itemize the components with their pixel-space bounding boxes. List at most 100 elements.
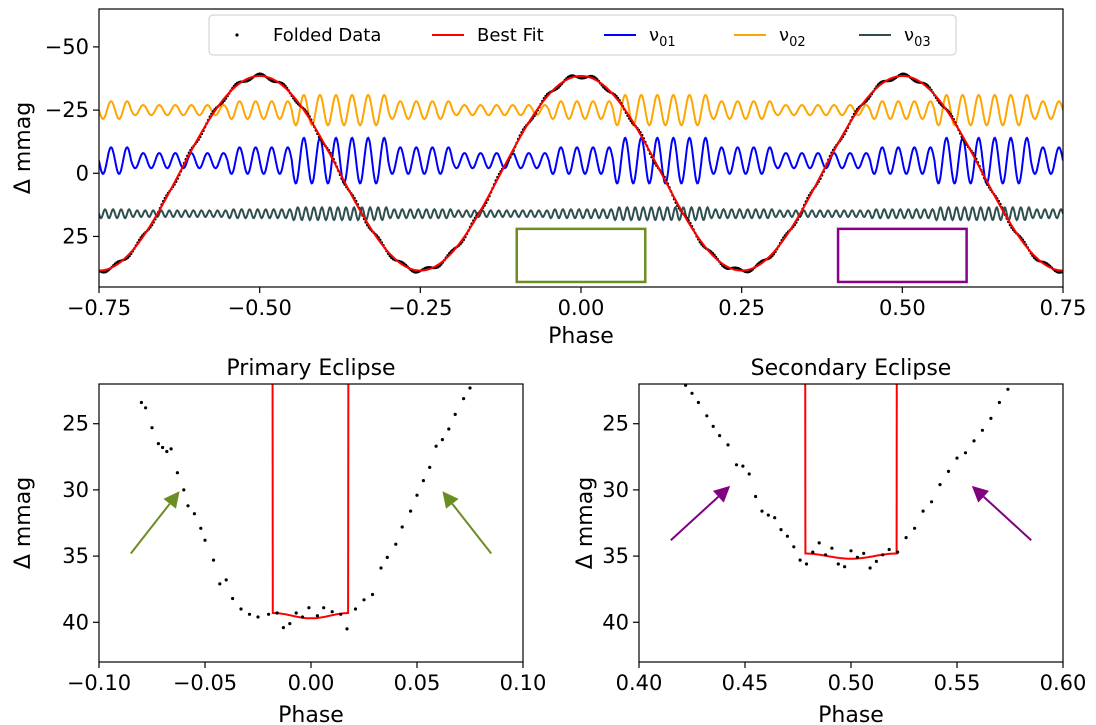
data-point bbox=[684, 384, 688, 387]
data-point bbox=[690, 391, 694, 395]
data-point bbox=[144, 406, 148, 410]
x-tick-label: 0.50 bbox=[828, 671, 875, 695]
arrow-head-1 bbox=[442, 491, 459, 509]
data-point bbox=[930, 500, 934, 504]
secondary-eclipse-title: Secondary Eclipse bbox=[751, 356, 952, 381]
best-fit-line bbox=[99, 75, 1063, 272]
data-point bbox=[421, 479, 425, 483]
data-point bbox=[428, 465, 432, 469]
x-tick-label: 0.60 bbox=[1040, 671, 1087, 695]
data-point bbox=[322, 606, 326, 610]
x-tick-label: 0.00 bbox=[558, 296, 605, 320]
data-point bbox=[824, 553, 828, 557]
data-point bbox=[275, 611, 279, 615]
data-point bbox=[741, 464, 745, 468]
y-tick-label: −50 bbox=[45, 35, 89, 59]
data-point bbox=[330, 610, 334, 614]
data-point bbox=[434, 444, 438, 448]
primary-eclipse-box bbox=[515, 227, 647, 284]
x-tick-label: 0.50 bbox=[879, 296, 926, 320]
data-point bbox=[830, 546, 834, 550]
data-point bbox=[785, 534, 790, 538]
data-point bbox=[415, 493, 419, 497]
y-tick-label: 30 bbox=[62, 478, 89, 502]
data-point bbox=[804, 562, 809, 566]
x-tick-label: 0.75 bbox=[1040, 296, 1087, 320]
series-ν01-line bbox=[99, 136, 1063, 185]
data-point bbox=[705, 414, 709, 418]
y-tick-label: 35 bbox=[62, 544, 89, 568]
data-point bbox=[165, 449, 169, 454]
series-ν03-line bbox=[99, 205, 1063, 222]
x-tick-label: 0.40 bbox=[616, 671, 663, 695]
data-point bbox=[288, 622, 292, 626]
arrow-shaft-1 bbox=[451, 503, 492, 555]
data-point bbox=[980, 428, 985, 432]
data-point bbox=[362, 598, 366, 602]
y-tick-label: −25 bbox=[45, 98, 89, 122]
data-point bbox=[972, 439, 976, 443]
data-point bbox=[281, 626, 285, 630]
data-point bbox=[696, 400, 701, 405]
legend-label-4: ν03 bbox=[904, 25, 931, 50]
x-tick-label: −0.50 bbox=[227, 296, 291, 320]
arrow-head-0 bbox=[163, 491, 180, 509]
data-point bbox=[231, 596, 235, 601]
primary-eclipse-y-axis-label: Δ mmag bbox=[11, 477, 36, 569]
secondary-eclipse-box bbox=[836, 227, 968, 284]
secondary-eclipse-plot-area bbox=[670, 384, 1032, 570]
data-point bbox=[409, 509, 413, 513]
data-point bbox=[440, 438, 444, 442]
arrow-shaft-0 bbox=[130, 503, 171, 555]
y-tick-label: 35 bbox=[602, 544, 629, 568]
data-point bbox=[946, 469, 951, 473]
y-tick-label: 30 bbox=[602, 478, 629, 502]
x-tick-label: −0.10 bbox=[67, 671, 131, 695]
data-point bbox=[339, 612, 343, 616]
data-point bbox=[400, 525, 404, 529]
data-point bbox=[186, 504, 190, 508]
data-point bbox=[345, 627, 349, 631]
data-point bbox=[963, 451, 968, 455]
data-point bbox=[711, 424, 715, 428]
data-point bbox=[211, 558, 216, 562]
data-point bbox=[256, 615, 260, 619]
data-point bbox=[294, 611, 298, 615]
x-tick-label: −0.75 bbox=[67, 296, 131, 320]
data-point bbox=[913, 526, 917, 530]
primary-eclipse-x-axis-label: Phase bbox=[278, 703, 344, 725]
data-point bbox=[836, 562, 840, 566]
x-tick-label: 0.55 bbox=[934, 671, 981, 695]
x-tick-label: 0.10 bbox=[500, 671, 547, 695]
data-point bbox=[862, 551, 866, 556]
eclipse-fit-line bbox=[804, 384, 898, 560]
data-point bbox=[997, 400, 1002, 405]
y-tick-label: 25 bbox=[602, 412, 629, 436]
primary-eclipse-plot-area bbox=[130, 384, 492, 631]
data-point bbox=[300, 615, 305, 619]
data-point bbox=[855, 555, 860, 560]
top-ticks: −0.75 −0.50 −0.25 0.00 0.25 0.50 0.75 −50 −25 0 25 bbox=[45, 35, 1087, 320]
data-point bbox=[938, 483, 942, 487]
data-point bbox=[139, 400, 143, 405]
arrow-shaft-0 bbox=[670, 495, 720, 541]
legend-frame bbox=[208, 14, 957, 56]
x-tick-label: 0.00 bbox=[288, 671, 335, 695]
data-point bbox=[379, 566, 383, 570]
data-point bbox=[887, 547, 891, 552]
data-point bbox=[874, 559, 879, 564]
data-point bbox=[453, 412, 457, 416]
data-point bbox=[773, 516, 777, 520]
data-point bbox=[239, 607, 243, 611]
secondary-eclipse-y-axis-label: Δ mmag bbox=[573, 477, 598, 569]
top-panel: −0.75 −0.50 −0.25 0.00 0.25 0.50 0.75 −50 −25 0 25… bbox=[11, 8, 1087, 349]
legend-label-0: Folded Data bbox=[273, 25, 381, 46]
data-point bbox=[150, 426, 154, 430]
primary-eclipse-axes-frame bbox=[98, 383, 524, 663]
x-tick-label: 0.25 bbox=[718, 296, 765, 320]
primary-eclipse-panel: Primary Eclipse −0.10 −0.05 0.00 0.05 0.10 25… bbox=[11, 356, 547, 725]
data-point bbox=[199, 526, 203, 530]
arrow-shaft-1 bbox=[982, 495, 1032, 541]
data-point bbox=[798, 558, 802, 562]
